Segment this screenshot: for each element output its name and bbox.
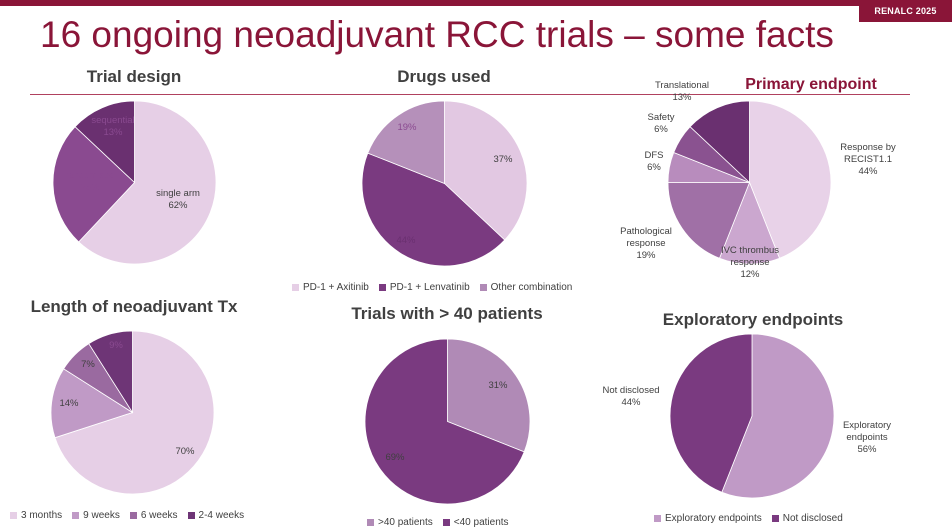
- legend-item: 2-4 weeks: [187, 510, 244, 521]
- label-ivc-thrombus: IVC thrombus response 12%: [720, 245, 780, 280]
- chart-title-exploratory: Exploratory endpoints: [662, 310, 844, 329]
- pie-slice-randomised: [52, 126, 136, 243]
- label-pd1-lenvatinib: 44%: [396, 235, 416, 247]
- pie-exploratory: [669, 333, 835, 499]
- pie-slice-response-by-recist1-1: [749, 100, 832, 259]
- legend-length-tx: 3 months 9 weeks 6 weeks 2-4 weeks: [10, 510, 244, 521]
- pie-primary-endpoint: [667, 100, 832, 265]
- chart-title-primary-endpoint: Primary endpoint: [745, 76, 877, 93]
- legend-item: 9 weeks: [72, 510, 120, 521]
- label-not-disclosed: Not disclosed 44%: [602, 385, 660, 408]
- pie-trial-design: [52, 100, 217, 265]
- legend-trials-40: >40 patients <40 patients: [367, 517, 509, 528]
- legend-swatch: [10, 512, 17, 519]
- top-bar: [0, 0, 952, 6]
- pie-slice-3-months: [54, 330, 215, 495]
- legend-swatch: [771, 515, 779, 522]
- label-under-40: 69%: [385, 452, 405, 464]
- chart-title-trials-40: Trials with > 40 patients: [351, 304, 543, 323]
- legend-exploratory: Exploratory endpoints Not disclosed: [654, 513, 843, 524]
- legend-item: >40 patients: [367, 517, 433, 528]
- pie-slice-sequential: [74, 100, 135, 184]
- pie-length-tx: [50, 330, 215, 495]
- pie-slice-pd-1-axitinib: [444, 100, 528, 241]
- legend-swatch: [442, 519, 450, 526]
- legend-swatch: [292, 284, 299, 291]
- pie-slice-exploratory-endpoints: [721, 333, 835, 499]
- pie-drugs-used: [361, 100, 528, 267]
- chart-title-drugs-used: Drugs used: [397, 67, 491, 86]
- label-translational: Translational 13%: [654, 80, 710, 103]
- pie-slice-single-arm: [78, 100, 217, 265]
- pie-slice-40-patients: [364, 338, 525, 505]
- legend-swatch: [654, 515, 661, 522]
- slide-title: 16 ongoing neoadjuvant RCC trials – some…: [40, 14, 834, 55]
- legend-item: Exploratory endpoints: [654, 513, 762, 524]
- pie-trials-40: [364, 338, 531, 505]
- pie-slice-2-4-weeks: [88, 330, 133, 414]
- legend-swatch: [129, 512, 137, 519]
- chart-title-trial-design: Trial design: [86, 67, 182, 86]
- title-rule: [30, 94, 910, 95]
- label-6-weeks: 7%: [81, 359, 95, 371]
- legend-swatch: [187, 512, 195, 519]
- legend-item: 6 weeks: [129, 510, 178, 521]
- label-single-arm: single arm 62%: [156, 188, 200, 211]
- pie-slice-other-combination: [367, 100, 445, 185]
- legend-swatch: [479, 284, 487, 291]
- label-response-recist: Response by RECIST1.1 44%: [840, 142, 896, 177]
- pie-slice-translational: [689, 100, 750, 184]
- label-3-months: 70%: [175, 446, 195, 458]
- legend-item: Not disclosed: [771, 513, 843, 524]
- legend-item: 3 months: [10, 510, 62, 521]
- chart-title-length-tx: Length of neoadjuvant Tx: [30, 297, 238, 316]
- legend-swatch: [367, 519, 374, 526]
- label-9-weeks: 14%: [59, 398, 79, 410]
- legend-item: Other combination: [479, 282, 572, 293]
- pie-slice-9-weeks: [50, 368, 134, 439]
- pie-slice-pd-1-lenvatinib: [361, 152, 506, 267]
- label-pathological-response: Pathological response 19%: [620, 226, 672, 261]
- label-sequential: sequential 13%: [91, 115, 135, 138]
- label-dfs: DFS 6%: [644, 150, 664, 173]
- label-randomised: randomised 25%: [65, 170, 115, 193]
- pie-slice-40-patients: [447, 338, 531, 453]
- legend-item: PD-1 + Lenvatinib: [378, 282, 470, 293]
- legend-item: <40 patients: [442, 517, 509, 528]
- pie-slice-ivc-thrombus-response: [718, 181, 781, 265]
- conference-badge: RENALC 2025: [859, 0, 952, 22]
- label-over-40: 31%: [488, 380, 508, 392]
- pie-slice-not-disclosed: [669, 333, 753, 493]
- label-safety: Safety 6%: [647, 112, 675, 135]
- legend-swatch: [378, 284, 386, 291]
- label-2-4-weeks: 9%: [109, 340, 123, 352]
- label-other-combination: 19%: [397, 122, 417, 134]
- legend-item: PD-1 + Axitinib: [292, 282, 369, 293]
- label-pd1-axitinib: 37%: [493, 154, 513, 166]
- legend-swatch: [72, 512, 80, 519]
- label-exploratory-endpoints: Exploratory endpoints 56%: [842, 420, 892, 455]
- pie-slice-pathological-response: [667, 182, 751, 259]
- legend-drugs-used: PD-1 + Axitinib PD-1 + Lenvatinib Other …: [292, 282, 572, 293]
